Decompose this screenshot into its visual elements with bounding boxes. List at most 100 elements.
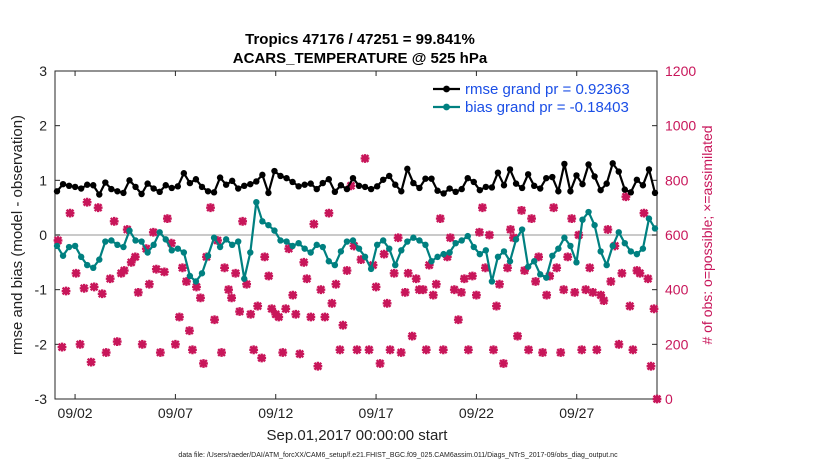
obs-marker [549,203,559,213]
bias-point [470,243,477,251]
rmse-point [325,176,333,183]
bias-point [162,236,169,243]
bias-point [222,236,230,243]
bias-point [537,271,544,278]
legend-bias-label: bias grand pr = -0.18403 [465,99,629,116]
bias-point [65,243,73,251]
bias-point [416,237,423,244]
rmse-point [639,182,647,189]
bias-point [325,258,333,265]
rmse-point [265,189,272,197]
bias-point [428,258,435,265]
obs-marker [621,192,631,202]
obs-marker [346,181,356,191]
rmse-point [216,174,224,181]
rmse-point [192,176,200,183]
obs-marker [588,288,598,297]
y-right-tick-label: 200 [665,336,689,352]
bias-point [90,264,97,271]
rmse-point [537,185,544,192]
bias-point [524,263,532,270]
bias-point [585,208,592,216]
rmse-point [524,171,532,178]
obs-marker [643,274,653,284]
obs-marker [649,304,659,314]
rmse-point [162,182,169,189]
y-tick-label: 0 [39,227,47,243]
bias-point [150,241,157,249]
bias-point [186,272,194,280]
obs-marker [625,301,635,311]
obs-marker [442,252,452,262]
obs-marker [617,268,627,278]
obs-marker [481,263,490,273]
bias-point [253,199,260,206]
rmse-point [591,173,598,180]
obs-marker [513,331,522,341]
bias-point [392,261,399,269]
bias-point [512,236,520,243]
bias-point [126,227,133,234]
bias-series [53,199,659,285]
bias-point [482,247,490,254]
obs-marker [352,345,362,355]
obs-marker [206,203,215,213]
rmse-point [150,185,157,192]
obs-marker [338,320,348,330]
obs-marker [556,348,566,357]
rmse-point [204,188,212,195]
y-tick-label: 3 [39,63,47,79]
bias-point [530,258,538,265]
bias-point [555,245,562,252]
obs-marker [463,345,473,355]
rmse-point [573,172,580,179]
y-tick-label: -3 [35,391,48,407]
obs-marker [112,337,122,346]
obs-marker [281,304,291,314]
obs-marker [646,361,656,371]
obs-marker [182,277,191,286]
rmse-point [379,176,387,183]
rmse-point [349,174,357,182]
bias-point [367,265,375,273]
legend-bias-marker [443,103,450,111]
obs-marker [235,307,245,316]
obs-marker [400,288,410,297]
bias-point [361,253,369,261]
bias-point [168,247,175,254]
obs-marker [171,339,180,349]
obs-marker [418,285,428,295]
rmse-series [53,160,659,198]
rmse-point [235,185,242,192]
obs-marker [119,266,129,275]
obs-marker [89,282,99,292]
rmse-point [180,170,188,177]
rmse-point [506,166,514,173]
plot-area: -3 -2 -1 0 1 2 3 0 200 400 600 800 1000 1200 09/02 09/0… [35,63,697,421]
obs-marker [57,342,67,352]
obs-marker [531,277,540,286]
obs-marker [485,230,494,240]
rmse-point [65,182,73,189]
rmse-point [488,184,496,191]
obs-marker [327,298,337,308]
obs-marker [567,214,577,223]
obs-marker [603,225,613,234]
bias-point [506,258,514,265]
bias-point [307,249,314,256]
rmse-point [627,189,635,196]
rmse-point [398,188,405,195]
bias-point [102,238,109,245]
obs-marker [126,257,136,267]
bias-point [373,241,381,249]
bias-point [603,261,610,269]
bias-point [283,238,290,245]
obs-marker [316,285,326,295]
footnote: data file: /Users/raeder/DAI/ATM_forcXX/… [178,452,618,459]
rmse-point [53,188,61,195]
rmse-point [404,165,411,173]
obs-marker [527,214,536,223]
bias-point [591,221,598,229]
obs-marker [320,312,330,322]
obs-marker [220,263,229,273]
